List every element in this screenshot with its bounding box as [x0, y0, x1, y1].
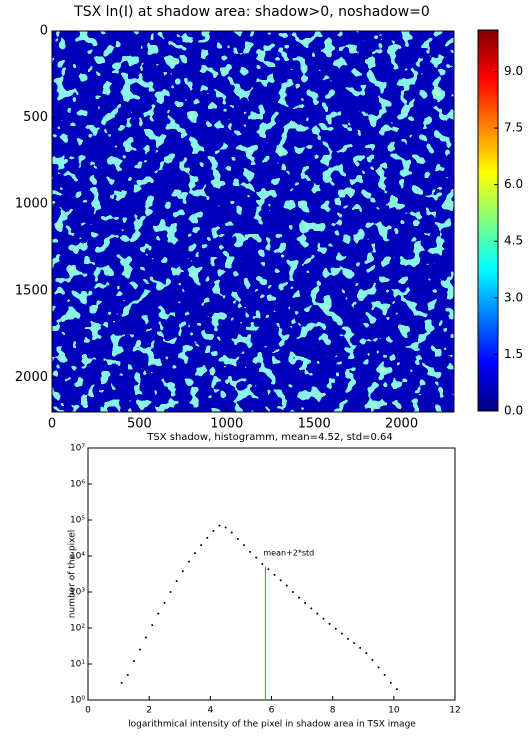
- histogram-frame: [87, 447, 456, 701]
- point: [273, 573, 276, 576]
- y-tick-label: 10⁵: [70, 516, 85, 526]
- x-tick-label: 500: [127, 417, 152, 432]
- point: [187, 560, 190, 563]
- point: [169, 591, 172, 593]
- point: [236, 537, 239, 540]
- point: [340, 632, 343, 635]
- colorbar-tick-label: 3.0: [504, 290, 523, 304]
- x-tick-label: 0: [85, 706, 91, 716]
- y-tick-label: 10⁴: [70, 552, 85, 562]
- colorbar-tick-label: 6.0: [504, 177, 523, 191]
- y-tick-label: 10⁷: [70, 444, 85, 454]
- y-tick-label: 1500: [15, 283, 48, 298]
- point: [328, 622, 331, 625]
- colorbar-tick-label: 7.5: [504, 121, 523, 135]
- y-axis-label: number of the pixel: [68, 530, 78, 618]
- point: [175, 580, 178, 583]
- x-tick-label: 2000: [385, 417, 418, 432]
- y-tick-label: 0: [40, 24, 48, 39]
- point: [212, 529, 215, 532]
- x-tick-label: 1500: [298, 417, 331, 432]
- x-tick-label: 12: [449, 706, 460, 716]
- histogram-title: TSX shadow, histogramm, mean=4.52, std=0…: [146, 432, 392, 443]
- y-tick-label: 10¹: [70, 660, 85, 670]
- y-tick-label: 10²: [70, 624, 85, 634]
- point: [285, 584, 288, 587]
- x-tick-label: 8: [330, 706, 336, 716]
- point: [334, 627, 337, 630]
- colorbar: [477, 29, 499, 412]
- x-tick-label: 0: [48, 417, 56, 432]
- point: [267, 568, 270, 571]
- point: [138, 648, 141, 651]
- point: [120, 681, 123, 684]
- x-tick-label: 1000: [210, 417, 243, 432]
- point: [194, 552, 197, 555]
- y-tick-label: 10⁶: [70, 480, 85, 490]
- x-tick-label: 10: [388, 706, 400, 716]
- colorbar-tick-label: 9.0: [504, 64, 523, 78]
- point: [383, 673, 386, 676]
- point: [316, 612, 319, 615]
- point: [353, 642, 356, 645]
- colorbar-tick-label: 0.0: [504, 404, 523, 418]
- heatmap-frame: [51, 30, 455, 413]
- point: [304, 601, 307, 604]
- point: [389, 681, 392, 684]
- point: [224, 526, 227, 529]
- x-tick-label: 2: [146, 706, 152, 716]
- point: [163, 601, 166, 604]
- point: [157, 612, 160, 615]
- point: [255, 556, 258, 559]
- point: [206, 536, 209, 539]
- threshold-label: mean+2*std: [263, 548, 314, 557]
- x-axis-label: logarithmical intensity of the pixel in …: [128, 720, 416, 730]
- point: [291, 591, 294, 593]
- point: [230, 531, 233, 534]
- point: [371, 658, 374, 661]
- point: [132, 660, 135, 663]
- point: [218, 524, 221, 527]
- point: [242, 544, 245, 547]
- y-tick-label: 2000: [15, 370, 48, 385]
- y-tick-label: 500: [23, 110, 48, 125]
- y-tick-label: 1000: [15, 197, 48, 212]
- colorbar-tick-label: 4.5: [504, 234, 523, 248]
- point: [261, 562, 264, 565]
- point: [346, 637, 349, 640]
- point: [200, 544, 203, 547]
- point: [249, 550, 252, 553]
- y-tick-label: 10⁰: [70, 696, 85, 706]
- colorbar-tick-label: 1.5: [504, 347, 523, 361]
- point: [145, 636, 148, 639]
- point: [181, 570, 184, 573]
- heatmap-image: [52, 31, 454, 412]
- heatmap-title: TSX ln(I) at shadow area: shadow>0, nosh…: [73, 4, 430, 20]
- point: [279, 579, 282, 582]
- point: [322, 617, 325, 620]
- point: [126, 673, 129, 676]
- point: [377, 666, 380, 669]
- point: [359, 646, 362, 649]
- point: [395, 688, 398, 691]
- y-tick-label: 10³: [70, 588, 85, 598]
- point: [365, 652, 368, 655]
- point: [310, 607, 313, 610]
- point: [151, 624, 154, 627]
- x-tick-label: 6: [269, 706, 275, 716]
- point: [298, 596, 301, 599]
- x-tick-label: 4: [207, 706, 213, 716]
